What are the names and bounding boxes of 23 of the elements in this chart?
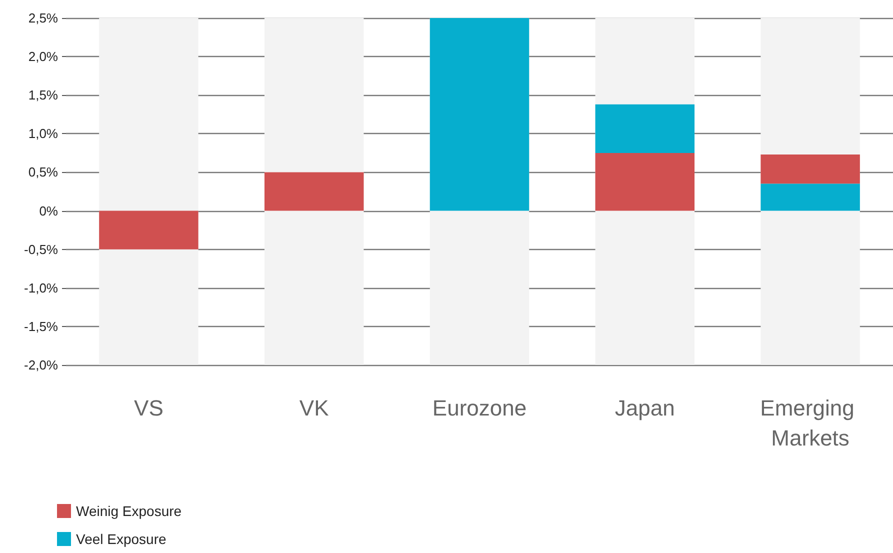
x-tick-label: Eurozone: [432, 396, 527, 420]
y-tick-label: -2,0%: [24, 358, 58, 372]
legend-label: Weinig Exposure: [76, 503, 182, 519]
y-tick-label: 1,0%: [28, 126, 58, 142]
y-tick-label: 2,5%: [28, 10, 58, 26]
bar: [595, 104, 695, 153]
bar: [99, 210, 198, 250]
y-tick-label: 0,5%: [28, 164, 58, 180]
x-tick-label: VK: [299, 396, 330, 420]
bar: [760, 154, 860, 184]
x-tick-label: Emerging Markets: [760, 396, 860, 450]
bar: [595, 152, 695, 211]
bar: [264, 172, 364, 211]
bar: [760, 184, 860, 211]
y-tick-label: 2,0%: [28, 49, 58, 64]
y-tick-label: -1,5%: [24, 318, 58, 334]
x-tick-label: VS: [134, 396, 164, 420]
legend-label: Veel Exposure: [76, 531, 166, 547]
y-tick-label: 1,5%: [28, 88, 58, 103]
y-tick-label: -0,5%: [24, 242, 58, 257]
y-tick-label: -1,0%: [24, 280, 58, 296]
x-tick-label: Japan: [614, 396, 675, 420]
y-tick-label: 0%: [39, 203, 58, 218]
